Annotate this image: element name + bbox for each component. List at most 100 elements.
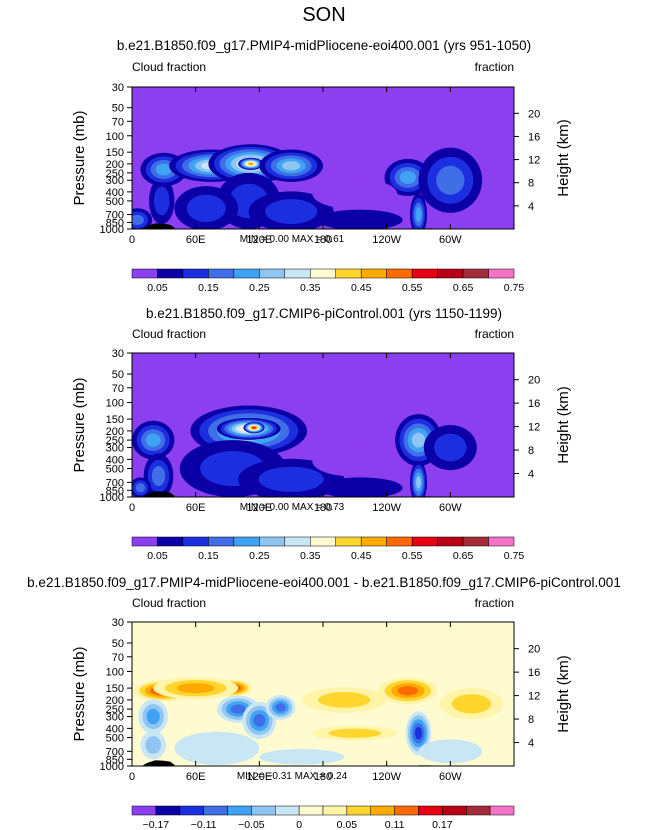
x-tick-label: 180: [314, 502, 332, 514]
contour-region: [415, 207, 422, 222]
colorbar-swatch: [335, 268, 362, 279]
contour-region: [399, 170, 417, 184]
colorbar-swatch: [155, 805, 180, 816]
contour-region: [151, 465, 166, 487]
contour-region: [397, 686, 419, 696]
x-tick-label: 60E: [186, 234, 206, 246]
contour-region: [186, 194, 226, 223]
y-tick-label: 400: [106, 454, 124, 466]
colorbar-swatch: [411, 536, 438, 547]
colorbar-swatch: [131, 268, 158, 279]
y-tick-label: 100: [106, 397, 124, 409]
contour-region: [418, 739, 483, 764]
plot-area: [132, 353, 514, 497]
colorbar-swatch: [157, 268, 184, 279]
colorbar-swatch: [462, 536, 489, 547]
y-tick-label: 850: [106, 754, 124, 766]
colorbar-label: 0.15: [198, 282, 219, 294]
colorbar-swatch: [360, 268, 387, 279]
y-tick-label: 400: [106, 723, 124, 735]
contour-region: [146, 708, 160, 725]
chart-panel-2: b.e21.B1850.f09_g17.CMIP6-piControl.001 …: [71, 306, 572, 562]
colorbar-swatch: [466, 805, 491, 816]
y2-tick-label: 12: [528, 691, 540, 703]
colorbar-label: 0.25: [249, 282, 270, 294]
y-tick-label: 200: [106, 426, 124, 438]
colorbar-label: 0: [296, 819, 302, 830]
contour-region: [275, 703, 286, 712]
x-tick-label: 120E: [246, 771, 272, 783]
colorbar-swatch: [488, 536, 515, 547]
y2-tick-label: 12: [528, 422, 540, 434]
colorbar-swatch: [335, 536, 362, 547]
y-tick-label: 250: [106, 435, 124, 447]
colorbar-label: −0.11: [191, 819, 217, 830]
contour-region: [153, 186, 170, 216]
y-tick-label: 100: [106, 131, 124, 143]
contour-region: [317, 477, 403, 497]
contour-region: [176, 683, 215, 694]
colorbar-swatch: [442, 805, 467, 816]
y-axis-title: Pressure (mb): [71, 646, 88, 741]
contour-region: [265, 199, 318, 224]
colorbar-swatch: [437, 268, 464, 279]
contour-region: [451, 694, 492, 714]
colorbar-swatch: [394, 805, 419, 816]
colorbar-swatch: [489, 805, 515, 816]
colorbar-swatch: [259, 268, 286, 279]
contour-region: [312, 178, 398, 209]
units-label: fraction: [475, 60, 514, 74]
y-tick-label: 850: [106, 217, 124, 229]
contour-region: [135, 483, 146, 493]
contour-region: [411, 432, 426, 448]
y-tick-label: 1000: [100, 492, 124, 504]
colorbar-swatch: [131, 805, 157, 816]
y-tick-label: 700: [106, 746, 124, 758]
y-tick-label: 70: [112, 652, 124, 664]
season-title: SON: [302, 4, 345, 26]
x-tick-label: 60W: [439, 771, 462, 783]
colorbar-swatch: [208, 268, 235, 279]
colorbar-swatch: [488, 268, 515, 279]
colorbar-label: 0.15: [198, 550, 219, 562]
y2-axis-title: Height (km): [555, 119, 572, 197]
contour-region: [328, 728, 381, 738]
colorbar-swatch: [437, 536, 464, 547]
contour-region: [174, 731, 260, 765]
colorbar-swatch: [284, 268, 311, 279]
y-tick-label: 30: [112, 617, 124, 629]
colorbar-swatch: [284, 536, 311, 547]
colorbar-swatch: [298, 805, 324, 816]
chart-title: b.e21.B1850.f09_g17.PMIP4-midPliocene-eo…: [27, 575, 621, 590]
y-tick-label: 100: [106, 666, 124, 678]
y-tick-label: 500: [106, 196, 124, 208]
x-tick-label: 0: [129, 771, 135, 783]
contour-region: [318, 692, 371, 708]
colorbar-label: 0.25: [249, 550, 270, 562]
colorbar: −0.17 −0.11 −0.05 0 0.05 0.11 0.17: [131, 805, 515, 830]
colorbar-label: 0.05: [147, 282, 168, 294]
y-tick-label: 1000: [100, 224, 124, 236]
field-label: Cloud fraction: [132, 327, 206, 341]
y-tick-label: 700: [106, 210, 124, 222]
y-tick-label: 400: [106, 187, 124, 199]
colorbar-swatch: [275, 805, 300, 816]
colorbar-swatch: [182, 536, 209, 547]
y-tick-label: 250: [106, 168, 124, 180]
contour-region: [282, 161, 301, 171]
y2-axis-title: Height (km): [555, 655, 572, 733]
plot-area: [132, 622, 514, 766]
contour-region: [258, 466, 324, 492]
colorbar-swatch: [251, 805, 276, 816]
colorbar-swatch: [203, 805, 228, 816]
y-tick-label: 850: [106, 485, 124, 497]
colorbar-label: 0.75: [504, 282, 525, 294]
colorbar-label: 0.35: [300, 550, 321, 562]
y-tick-label: 30: [112, 82, 124, 94]
colorbar-label: 0.75: [504, 550, 525, 562]
y-axis-title: Pressure (mb): [71, 377, 88, 472]
y2-tick-label: 4: [528, 738, 534, 750]
y2-tick-label: 20: [528, 108, 540, 120]
contour-region: [252, 426, 256, 429]
